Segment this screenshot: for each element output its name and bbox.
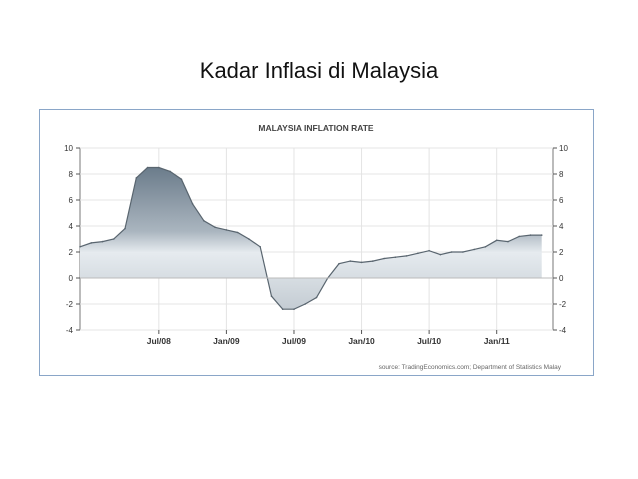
y-tick-label-right: 2: [559, 248, 564, 257]
data-point: [90, 242, 93, 244]
data-point: [124, 227, 126, 230]
y-tick-label-right: 6: [559, 196, 564, 205]
data-point: [405, 255, 408, 257]
x-tick-label: Jan/09: [213, 336, 240, 346]
chart-frame: MALAYSIA INFLATION RATE source: TradingE…: [39, 109, 594, 376]
data-point: [203, 220, 205, 222]
data-point: [293, 308, 295, 310]
data-point: [225, 229, 228, 231]
y-tick-label-right: 0: [559, 274, 564, 283]
y-tick-label-left: 0: [69, 274, 74, 283]
x-tick-label: Jul/10: [417, 336, 441, 346]
inflation-chart: MALAYSIA INFLATION RATE source: TradingE…: [64, 123, 568, 371]
chart-source: source: TradingEconomics.com; Department…: [379, 364, 562, 371]
data-point: [135, 177, 138, 179]
y-tick-label-left: -2: [66, 300, 74, 309]
x-tick-label: Jan/11: [484, 336, 510, 346]
data-point: [158, 166, 160, 169]
data-point: [540, 234, 543, 236]
inflation-area: [80, 167, 542, 310]
data-point: [169, 170, 171, 173]
data-point: [101, 240, 104, 243]
data-point: [79, 246, 81, 248]
data-point: [518, 235, 520, 238]
inflation-line: [79, 166, 542, 310]
data-point: [360, 261, 363, 264]
data-point: [473, 248, 476, 251]
y-tick-label-right: 10: [559, 144, 568, 153]
data-point: [507, 240, 509, 243]
data-point: [180, 178, 183, 180]
data-point: [484, 246, 487, 248]
data-point: [529, 234, 532, 236]
data-point: [270, 295, 273, 297]
data-point: [349, 260, 352, 262]
y-tick-label-right: -2: [559, 300, 567, 309]
slide-title: Kadar Inflasi di Malaysia: [199, 58, 439, 83]
data-point: [191, 203, 194, 205]
y-tick-label-right: 4: [559, 222, 564, 231]
y-tick-label-right: 8: [559, 170, 564, 179]
chart-title: MALAYSIA INFLATION RATE: [258, 123, 374, 133]
x-tick-label: Jul/08: [147, 336, 171, 346]
data-point: [304, 303, 307, 305]
x-tick-label: Jul/09: [282, 336, 306, 346]
y-tick-label-left: -4: [66, 326, 74, 335]
data-point: [417, 252, 419, 255]
data-point: [428, 249, 430, 252]
data-point: [146, 166, 149, 169]
data-point: [338, 262, 340, 265]
data-point: [495, 239, 498, 242]
data-point: [394, 256, 397, 258]
data-point: [214, 226, 216, 229]
data-point: [462, 251, 464, 253]
y-tick-label-left: 4: [69, 222, 74, 231]
y-tick-label-left: 6: [69, 196, 74, 205]
data-point: [113, 238, 115, 240]
data-point: [372, 260, 374, 262]
data-point: [248, 238, 250, 240]
data-point: [236, 231, 239, 234]
data-point: [439, 253, 442, 256]
data-point: [315, 296, 318, 299]
y-tick-label-left: 10: [64, 144, 73, 153]
x-tick-label: Jan/10: [348, 336, 375, 346]
data-point: [450, 251, 453, 253]
data-point: [383, 257, 385, 260]
data-point: [259, 246, 261, 248]
y-tick-label-left: 8: [69, 170, 74, 179]
y-tick-label-left: 2: [69, 248, 74, 257]
y-tick-label-right: -4: [559, 326, 567, 335]
data-point: [281, 308, 284, 310]
